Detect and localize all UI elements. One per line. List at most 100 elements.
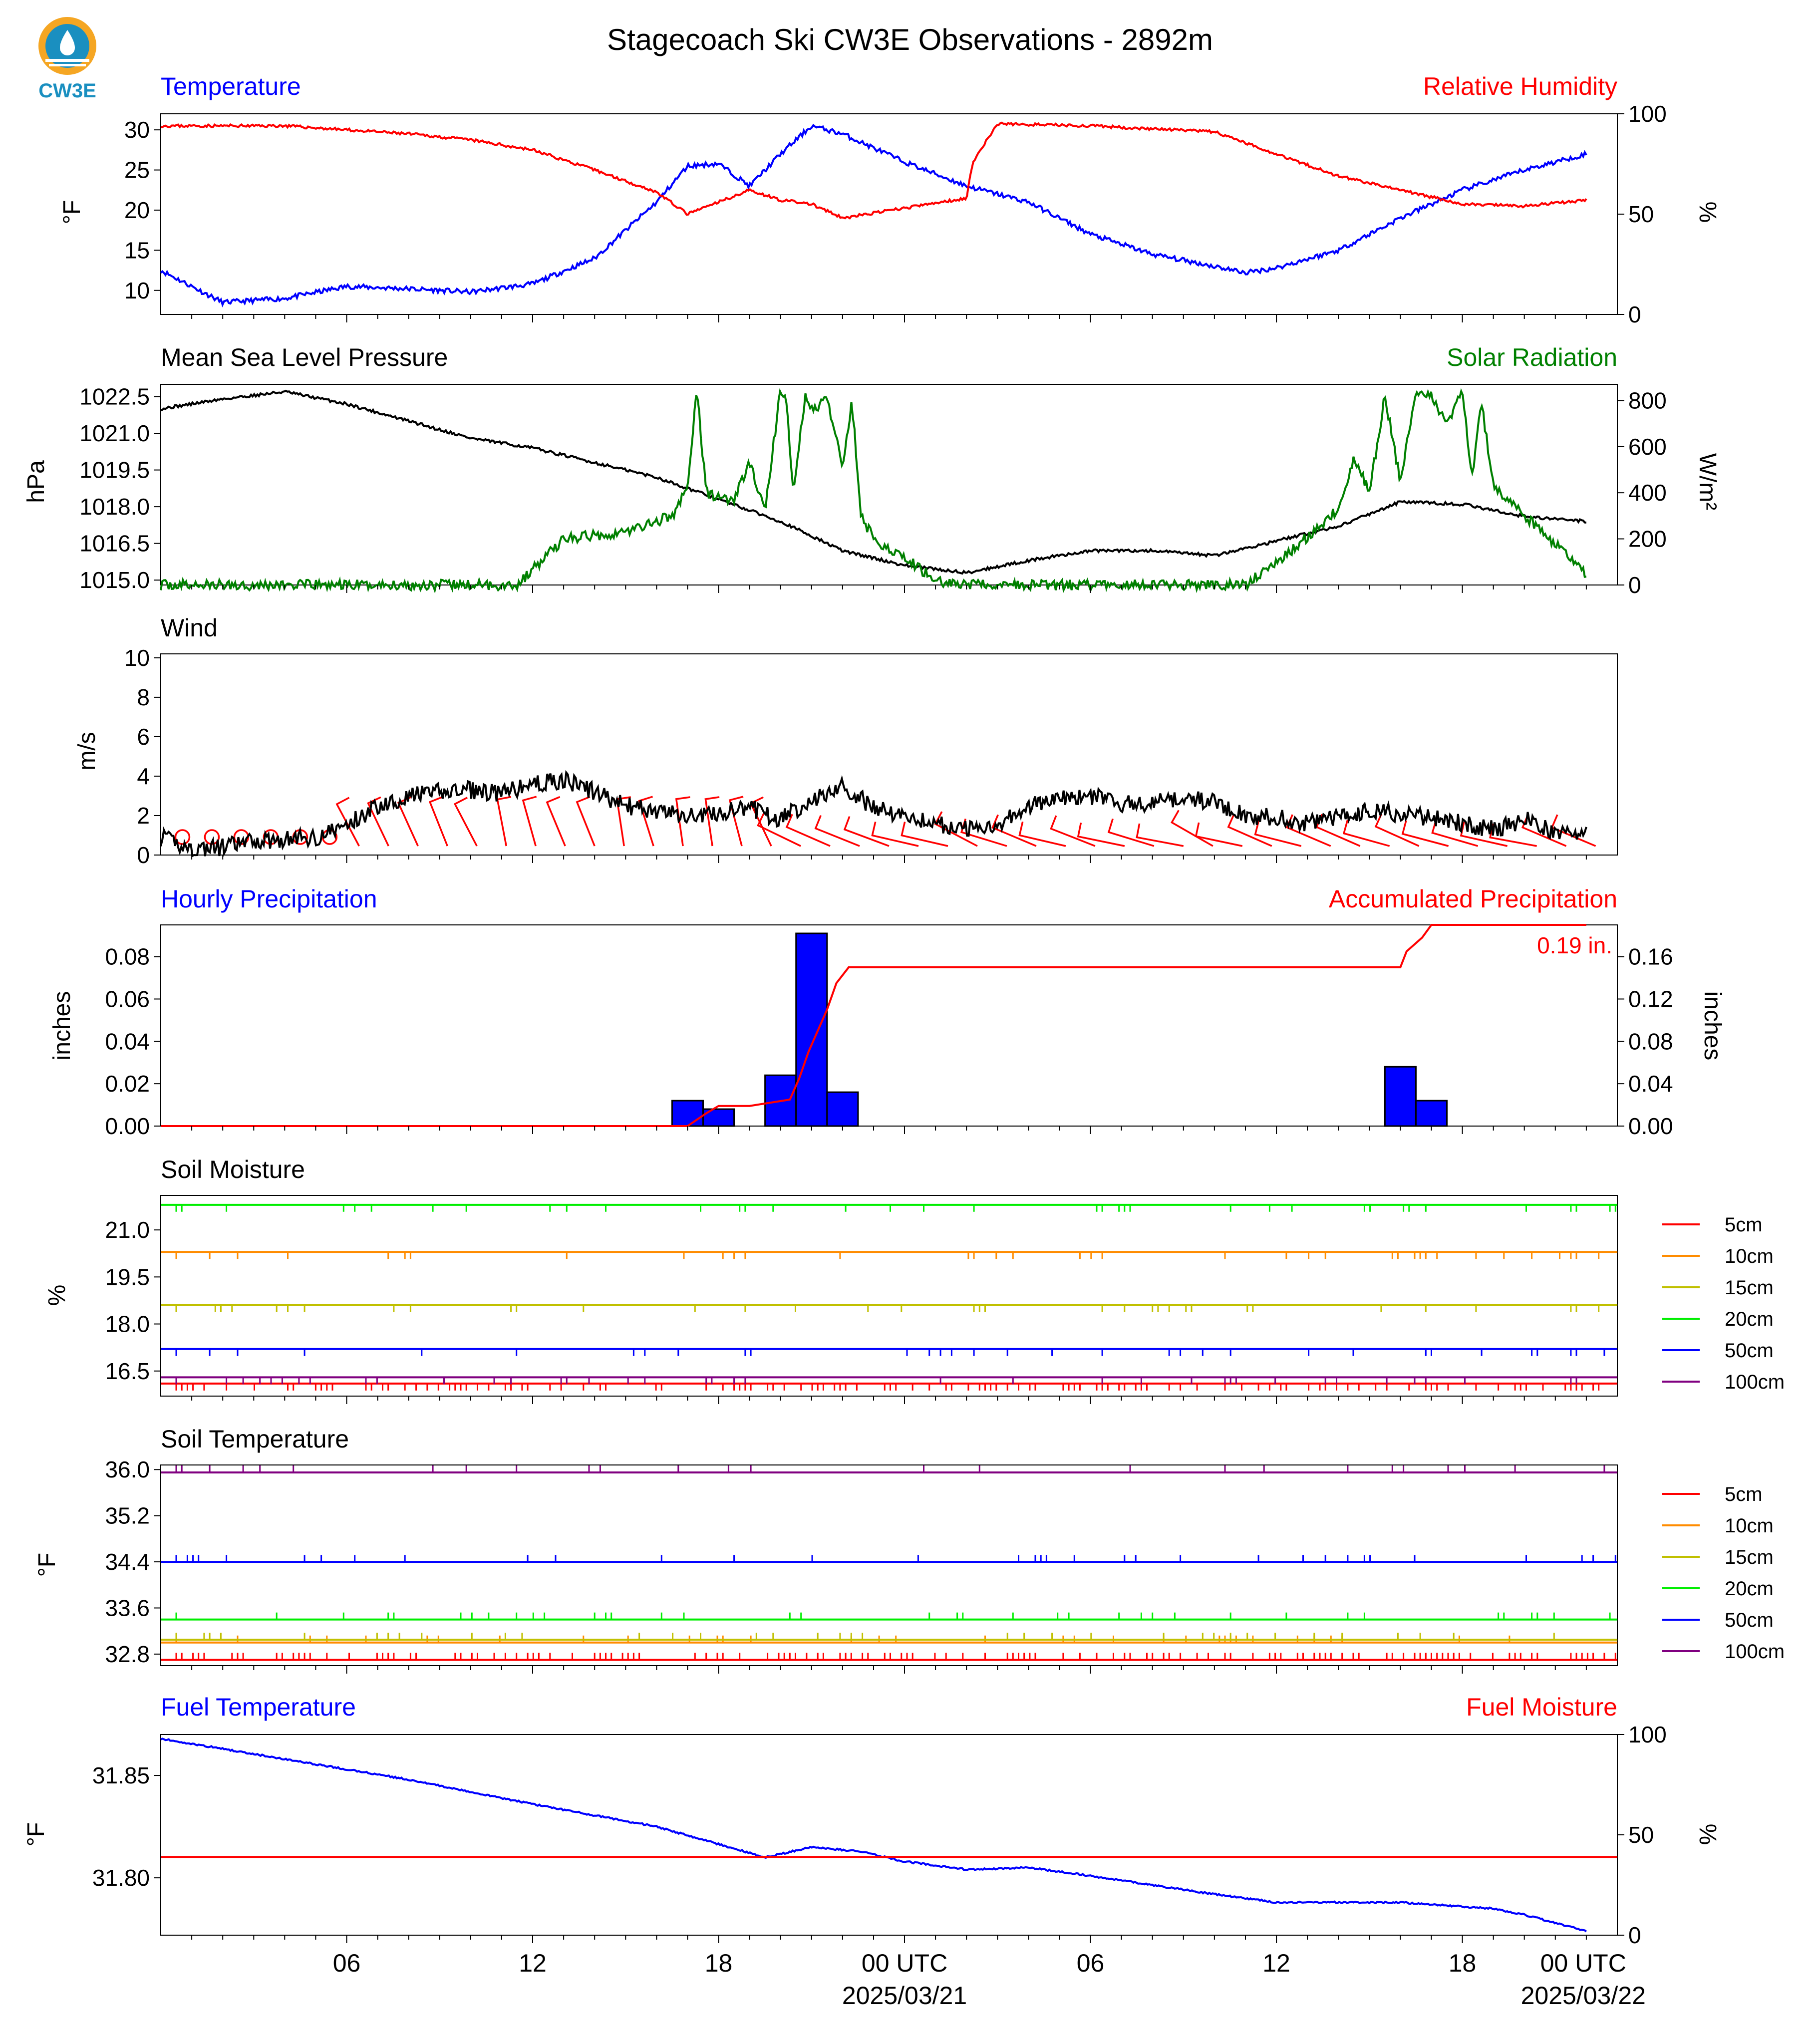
wind-barb [1195, 822, 1243, 847]
series-spikes-20cm [175, 1204, 1616, 1212]
series-spikes-5cm [175, 1383, 1600, 1391]
x-tick-label: 12 [1262, 1949, 1290, 1977]
y-tick-label: 1022.5 [79, 384, 150, 410]
x-tick-label: 12 [519, 1949, 547, 1977]
legend-label-100cm: 100cm [1725, 1371, 1785, 1393]
legend-label-20cm: 20cm [1725, 1308, 1774, 1330]
wind-barb [871, 822, 919, 847]
wind-barb [367, 796, 389, 847]
x-ticks [191, 1666, 1587, 1674]
panel-frame [160, 924, 1618, 1127]
yticks-left: 10 15 20 25 30 [124, 117, 161, 303]
precip-bar [1415, 1100, 1448, 1127]
wind-barb [1460, 822, 1508, 847]
legend-label-10cm: 10cm [1725, 1515, 1774, 1537]
series-spikes-20cm [175, 1612, 1611, 1620]
y-tick-label: 0.08 [1628, 1028, 1673, 1054]
wind-barb [934, 811, 978, 847]
panel-soil-moisture: Soil Moisture % 16.5 18.0 19.5 21.0 5cm 10cm… [44, 1156, 1785, 1404]
y-tick-label: 16.5 [105, 1358, 150, 1384]
ylabel-temperature: °F [59, 200, 85, 225]
panel-frame [160, 1464, 1618, 1666]
yticks-right: 0 50 100 [1617, 101, 1667, 327]
wind-barb [901, 822, 948, 847]
y-tick-label: 31.85 [92, 1762, 150, 1788]
wind-barb [496, 796, 512, 847]
yticks-right: 0 200 400 600 800 [1617, 387, 1667, 598]
yticks-right: 0.00 0.04 0.08 0.12 0.16 [1617, 944, 1673, 1139]
series-line-temperature [160, 123, 1587, 307]
ylabel-fuel-moisture: % [1694, 1824, 1721, 1845]
y-tick-label: 6 [137, 724, 150, 750]
panel-title-soil-temperature: Soil Temperature [161, 1425, 349, 1453]
y-tick-label: 0.06 [105, 986, 150, 1012]
x-ticks [191, 1396, 1587, 1404]
yticks-left: 1015.0 1016.5 1018.0 1019.5 1021.0 1022.5 [79, 384, 161, 593]
x-ticks [191, 1935, 1587, 1943]
panel-frame [160, 1734, 1618, 1936]
wind-barb [1136, 823, 1184, 847]
y-tick-label: 35.2 [105, 1503, 150, 1529]
panel-title-humidity: Relative Humidity [1423, 72, 1617, 100]
y-tick-label: 0.12 [1628, 986, 1673, 1012]
y-tick-label: 1015.0 [79, 567, 150, 593]
y-tick-label: 0.02 [105, 1071, 150, 1097]
y-tick-label: 15 [124, 237, 150, 263]
y-tick-label: 100 [1628, 1722, 1667, 1747]
series-spikes-100cm [175, 1377, 1577, 1385]
panel-temperature-humidity: Temperature Relative Humidity °F % 10 15 2… [59, 72, 1721, 327]
panel-title-wind: Wind [161, 614, 218, 642]
water-drop-icon [38, 17, 96, 75]
y-tick-label: 0.16 [1628, 944, 1673, 970]
y-tick-label: 1016.5 [79, 531, 150, 557]
series-spikes-100cm [175, 1465, 1605, 1472]
y-tick-label: 21.0 [105, 1217, 150, 1243]
y-tick-label: 0 [137, 842, 150, 868]
x-tick-label: 06 [1077, 1949, 1105, 1977]
ylabel-precip-right: inches [1699, 991, 1726, 1061]
wind-barb [453, 797, 478, 847]
x-tick-label: 00 UTC [1540, 1949, 1626, 1977]
y-tick-label: 2 [137, 803, 150, 829]
y-tick-label: 30 [124, 117, 150, 143]
wind-barb [1077, 823, 1125, 847]
series-line-wind [160, 770, 1587, 858]
panel-soil-temperature: Soil Temperature °F 32.8 33.6 34.4 35.2 36.0… [34, 1425, 1785, 1674]
yticks-left: 32.8 33.6 34.4 35.2 36.0 [105, 1456, 161, 1667]
series-line-accumulated-precipitation [161, 924, 1586, 1127]
precip-bar [795, 932, 828, 1127]
wind-barb [675, 796, 690, 847]
series-spikes-15cm [175, 1633, 1555, 1640]
y-tick-label: 0 [1628, 572, 1641, 598]
y-tick-label: 400 [1628, 480, 1667, 506]
wind-barb [1342, 820, 1390, 847]
legend-soil-moisture: 5cm 10cm 15cm 20cm 50cm 100cm [1662, 1214, 1785, 1393]
y-tick-label: 10 [124, 278, 150, 303]
wind-barb [1401, 820, 1449, 847]
yticks-left: 31.80 31.85 [92, 1762, 161, 1891]
y-tick-label: 36.0 [105, 1456, 150, 1482]
legend-label-10cm: 10cm [1725, 1245, 1774, 1267]
y-tick-label: 4 [137, 763, 150, 789]
y-tick-label: 19.5 [105, 1264, 150, 1290]
total-precip-label: 0.19 in. [1537, 932, 1612, 958]
wind-barb [576, 796, 596, 847]
wind-barb [1050, 815, 1096, 847]
x-tick-label: 06 [333, 1949, 361, 1977]
panel-frame [160, 384, 1618, 585]
yticks-left: 0.00 0.02 0.04 0.06 0.08 [105, 944, 161, 1139]
panel-title-pressure: Mean Sea Level Pressure [161, 343, 448, 371]
series-line-relative-humidity [160, 121, 1587, 220]
y-tick-label: 25 [124, 157, 150, 183]
ylabel-soil-temperature: °F [34, 1553, 60, 1577]
y-tick-label: 800 [1628, 387, 1667, 413]
y-tick-label: 10 [124, 645, 150, 671]
x-ticks [191, 314, 1587, 322]
wind-barb [785, 814, 831, 847]
wind-barb [1286, 814, 1331, 847]
y-tick-label: 1018.0 [79, 494, 150, 520]
wind-barb [991, 814, 1037, 847]
precip-bar [1384, 1066, 1417, 1127]
ylabel-wind: m/s [74, 732, 100, 770]
chart-title: Stagecoach Ski CW3E Observations - 2892m [607, 23, 1213, 56]
